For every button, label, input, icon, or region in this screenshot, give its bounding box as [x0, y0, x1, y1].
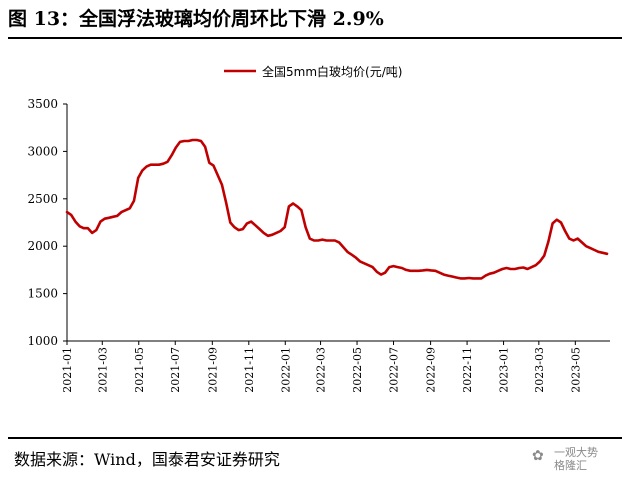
watermark-line2: 格隆汇: [554, 459, 587, 472]
wechat-icon: ✿: [532, 448, 544, 464]
legend-label: 全国5mm白玻均价(元/吨): [262, 64, 402, 79]
axes: [66, 104, 610, 342]
x-tick-label: 2021-01: [61, 347, 74, 393]
figure-title: 图 13：全国浮法玻璃均价周环比下滑 2.9%: [8, 8, 384, 30]
plot-area: [65, 138, 609, 280]
x-tick-label: 2022-09: [425, 347, 438, 393]
x-tick-label: 2023-01: [498, 347, 511, 393]
x-axis-ticks: 2021-01 2021-03 2021-05 2021-07 2021-09 2021-…: [61, 341, 582, 393]
x-tick-label: 2023-05: [569, 347, 582, 393]
source-note: 数据来源：Wind，国泰君安证券研究: [14, 450, 280, 469]
x-tick-label: 2022-01: [279, 347, 292, 393]
y-tick-label: 1500: [27, 287, 58, 301]
source-divider: [8, 437, 622, 439]
x-tick-label: 2022-03: [315, 347, 328, 393]
y-tick-label: 1000: [27, 334, 58, 348]
y-tick-label: 3500: [27, 97, 58, 111]
series-line-0: [65, 138, 609, 280]
watermark-line1: 一观大势: [554, 446, 598, 459]
x-tick-label: 2021-03: [96, 347, 109, 393]
y-tick-label: 2000: [27, 239, 58, 253]
x-tick-label: 2021-11: [243, 347, 256, 393]
x-tick-label: 2021-07: [169, 347, 182, 393]
y-tick-label: 2500: [27, 192, 58, 206]
x-tick-label: 2023-03: [533, 347, 546, 393]
y-tick-label: 3000: [27, 144, 58, 158]
y-axis-ticks: 1000 1500 2000 2500 3000 3500: [27, 97, 67, 348]
watermark: ✿ 一观大势 格隆汇: [532, 444, 624, 474]
x-tick-label: 2022-05: [351, 347, 364, 393]
x-tick-label: 2022-07: [388, 347, 401, 393]
legend: 全国5mm白玻均价(元/吨): [224, 64, 402, 79]
x-tick-label: 2021-05: [133, 347, 146, 393]
x-tick-label: 2022-11: [461, 347, 474, 393]
x-tick-label: 2021-09: [206, 347, 219, 393]
title-divider: [8, 37, 622, 39]
